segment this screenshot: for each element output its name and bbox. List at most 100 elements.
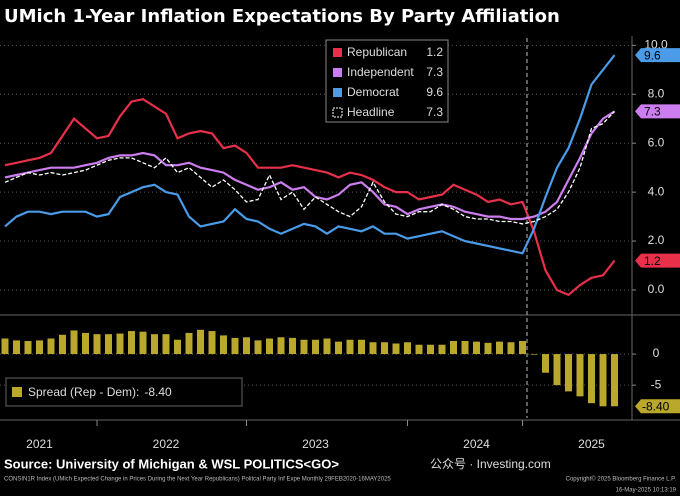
value-tag [635,48,680,63]
bar [427,344,434,355]
bar [13,340,20,355]
bar [542,354,549,373]
bar [300,339,308,355]
bar [323,338,331,355]
bar [530,354,538,355]
bar [105,334,112,355]
timestamp: 16-May-2025 10:13:19 [616,488,677,494]
footnote: CONSIN1R Index (UMich Expected Change in… [4,477,391,483]
legend-value: 1.2 [426,45,443,59]
copyright: Copyright© 2025 Bloomberg Finance L.P. [566,476,677,483]
bar [254,340,262,355]
legend-value: 9.6 [426,85,443,99]
line-series [4,54,616,255]
bar [82,332,89,355]
watermark: 公众号 · Investing.com [430,457,551,471]
y-tick-label: 8.0 [648,86,665,100]
bar [277,337,285,355]
bar [392,343,400,355]
legend-box [5,377,243,407]
bar [116,333,124,355]
legend-swatch [12,387,22,397]
bar [1,338,9,355]
value-tag-label: -8.40 [642,399,670,413]
bar [185,332,193,355]
bar [461,341,469,355]
legend-box [325,39,449,123]
bar [484,342,492,355]
value-tag [635,104,680,119]
value-tag-label: 9.6 [644,48,661,62]
bar [70,330,78,355]
bar [231,337,239,355]
bar [151,334,158,355]
legend-swatch [333,88,342,97]
line-series [4,110,615,225]
x-tick-label: 2025 [578,437,605,451]
bar [266,338,273,355]
legend-label: Headline [347,105,395,119]
y-tick-label: 6.0 [648,135,665,149]
bar [139,331,147,355]
y-tick-label: 0 [653,346,660,360]
bar [576,354,584,397]
bar [197,329,204,355]
bar [588,354,595,404]
line-series [4,98,616,297]
legend-value: 7.3 [426,105,443,119]
bar [174,339,181,355]
value-tag [635,253,680,268]
legend-swatch [333,48,342,57]
x-tick-label: 2022 [153,437,180,451]
bar [381,342,388,355]
legend-swatch [333,68,342,77]
bar [438,344,446,355]
bar [335,341,342,355]
x-tick-label: 2021 [26,437,53,451]
y-tick-label: 10.0 [644,38,668,52]
bar [599,354,607,407]
bar [369,342,377,355]
bar [415,344,423,355]
bar [208,331,216,355]
y-tick-label: 0.0 [648,282,665,296]
bar [496,341,503,355]
bar [220,335,227,355]
x-tick-label: 2024 [463,437,490,451]
value-tag [635,399,680,414]
y-tick-label: 4.0 [648,184,665,198]
legend-label: Republican [347,45,407,59]
bar [404,342,411,355]
bar [519,341,526,355]
bar [93,334,101,355]
legend-name: Spread (Rep - Dem): [28,385,139,399]
bar [473,341,480,355]
legend-label: Independent [347,65,414,79]
legend-label: Spread (Rep - Dem): -8.40 [28,385,172,399]
bar [553,354,561,386]
bar [358,339,365,355]
bar [36,340,43,355]
bar [611,354,618,407]
bar [59,334,66,355]
x-tick-label: 2023 [302,437,329,451]
y-tick-label: 2.0 [648,233,665,247]
bar [162,334,170,355]
bar [24,341,32,355]
line-series [4,110,616,221]
bar [289,337,296,355]
bar [346,339,354,355]
legend-swatch [332,107,343,118]
bar [243,337,250,355]
source: Source: University of Michigan & WSL POL… [4,456,339,471]
bar [312,339,319,355]
value-tag-label: 7.3 [644,105,661,119]
value-tag-label: 1.2 [644,254,661,268]
bar [507,342,515,355]
bar [565,354,572,392]
bar [128,331,135,355]
legend-label: Democrat [347,85,400,99]
y-tick-label: -5 [651,377,662,391]
bar [47,338,55,355]
